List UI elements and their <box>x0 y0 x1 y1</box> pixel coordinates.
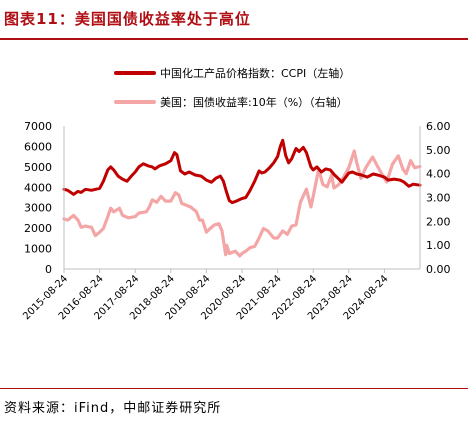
title-divider <box>0 38 468 40</box>
legend-label-2: 美国：国债收益率:10年（%）（右轴） <box>160 95 348 109</box>
right-tick-label: 4.00 <box>426 168 451 181</box>
right-tick-label: 0.00 <box>426 263 451 276</box>
right-tick-label: 2.00 <box>426 215 451 228</box>
chart-legend: 中国化工产品价格指数：CCPI（左轴） 美国：国债收益率:10年（%）（右轴） <box>114 66 350 109</box>
left-tick-label: 2000 <box>24 222 52 235</box>
left-tick-label: 6000 <box>24 140 52 153</box>
left-y-axis: 0 1000 2000 3000 4000 5000 6000 7000 <box>24 120 65 276</box>
legend-label-1: 中国化工产品价格指数：CCPI（左轴） <box>160 66 350 80</box>
right-tick-label: 1.00 <box>426 239 451 252</box>
right-tick-label: 6.00 <box>426 120 451 133</box>
right-tick-label: 3.00 <box>426 192 451 205</box>
series-line-2 <box>62 149 422 258</box>
left-tick-label: 1000 <box>24 243 52 256</box>
series-line-1 <box>62 138 422 205</box>
plot-area <box>62 138 422 258</box>
source-note: 资料来源：iFind，中邮证券研究所 <box>4 401 222 416</box>
x-axis: 2015-08-242016-08-242017-08-242018-08-24… <box>21 268 420 322</box>
right-tick-label: 5.00 <box>426 144 451 157</box>
figure-title: 图表11：美国国债收益率处于高位 <box>4 10 251 28</box>
left-tick-label: 5000 <box>24 161 52 174</box>
left-tick-label: 0 <box>45 263 52 276</box>
right-y-axis: 0.00 1.00 2.00 3.00 4.00 5.00 6.00 <box>419 120 451 276</box>
left-tick-label: 7000 <box>24 120 52 133</box>
left-tick-label: 3000 <box>24 202 52 215</box>
line-chart: 中国化工产品价格指数：CCPI（左轴） 美国：国债收益率:10年（%）（右轴） 0… <box>21 66 451 322</box>
source-divider <box>0 388 468 389</box>
left-tick-label: 4000 <box>24 181 52 194</box>
